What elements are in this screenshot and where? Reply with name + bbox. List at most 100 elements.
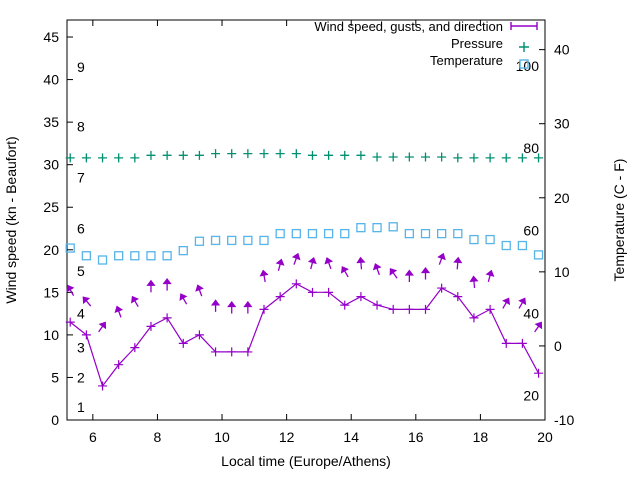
beaufort-label: 5 xyxy=(77,263,85,279)
temperature-marker xyxy=(356,223,366,233)
wind-speed-marker xyxy=(372,300,382,310)
gust-arrowhead xyxy=(502,297,511,306)
gust-arrowhead xyxy=(114,305,124,313)
fahrenheit-label: 40 xyxy=(523,305,539,321)
pressure-marker xyxy=(275,149,285,159)
pressure-marker xyxy=(65,153,75,163)
gust-arrowhead xyxy=(291,252,301,261)
x-axis-ticks: 6 8 10 12 14 16 18 20 xyxy=(89,20,553,445)
y2-tick-label: 20 xyxy=(554,190,570,206)
wind-speed-marker xyxy=(114,360,124,370)
temperature-marker xyxy=(501,240,511,251)
series-pressure xyxy=(65,149,544,163)
wind-speed-marker xyxy=(501,338,511,348)
gust-arrowhead xyxy=(131,295,139,304)
gust-arrowhead xyxy=(420,266,431,274)
legend-symbol-pressure xyxy=(519,42,529,52)
temperature-marker xyxy=(194,236,205,246)
temperature-marker xyxy=(243,235,253,246)
x-axis-title: Local time (Europe/Athens) xyxy=(221,453,391,469)
wind-speed-marker xyxy=(194,330,204,340)
beaufort-label: 8 xyxy=(77,118,85,134)
y-tick-label: 25 xyxy=(43,199,59,215)
y-tick-label: 40 xyxy=(43,72,59,88)
wind-speed-marker xyxy=(388,304,398,314)
temperature-marker xyxy=(97,255,108,265)
y2-tick-label: 10 xyxy=(554,264,570,280)
pressure-marker xyxy=(98,153,108,163)
legend-label-pressure: Pressure xyxy=(451,36,503,51)
temperature-marker xyxy=(162,251,172,261)
gust-arrowhead xyxy=(243,301,253,308)
temperature-marker xyxy=(81,251,92,261)
temperature-marker xyxy=(210,235,221,246)
temperature-marker xyxy=(65,243,75,253)
wind-speed-marker xyxy=(130,343,140,353)
pressure-marker xyxy=(485,153,495,163)
gust-arrowhead xyxy=(324,257,334,265)
wind-speed-marker xyxy=(324,287,334,297)
pressure-marker xyxy=(243,149,253,159)
legend-label-temperature: Temperature xyxy=(430,53,503,68)
beaufort-inner-labels: 1 2 3 4 5 6 7 8 9 xyxy=(77,59,85,415)
gust-arrowhead xyxy=(162,278,172,285)
pressure-marker xyxy=(146,150,156,160)
pressure-marker xyxy=(421,152,430,162)
y-tick-label: 20 xyxy=(43,242,59,258)
wind-speed-marker xyxy=(469,313,479,323)
gust-arrowhead xyxy=(307,256,317,265)
pressure-marker xyxy=(130,153,140,163)
gust-arrowhead xyxy=(195,284,204,292)
gust-arrowhead xyxy=(340,266,349,274)
pressure-marker xyxy=(307,150,317,160)
temperature-marker xyxy=(146,251,156,261)
temperature-marker xyxy=(469,234,479,245)
beaufort-label: 4 xyxy=(77,306,85,322)
gust-arrowhead xyxy=(66,284,75,293)
pressure-marker xyxy=(437,152,447,162)
pressure-marker xyxy=(404,152,414,162)
gust-arrowhead xyxy=(227,301,237,308)
gust-arrowhead xyxy=(518,297,527,306)
gust-arrowhead xyxy=(453,256,463,264)
temperature-marker xyxy=(453,228,463,239)
temperature-marker xyxy=(114,251,124,261)
beaufort-label: 7 xyxy=(77,169,85,185)
y-tick-label: 0 xyxy=(51,412,59,428)
series-wind-speed xyxy=(65,279,544,391)
y-tick-label: 45 xyxy=(43,29,59,45)
wind-speed-marker xyxy=(534,368,544,378)
temperature-marker xyxy=(227,235,237,246)
legend-label-wind: Wind speed, gusts, and direction xyxy=(314,19,503,34)
y-tick-label: 10 xyxy=(43,327,59,343)
wind-speed-marker xyxy=(178,338,188,348)
wind-speed-marker xyxy=(307,287,317,297)
gust-arrowhead xyxy=(259,269,269,277)
wind-speed-marker xyxy=(517,338,527,348)
wind-speed-marker xyxy=(243,347,253,357)
wind-speed-marker xyxy=(404,304,414,314)
x-tick-label: 12 xyxy=(279,429,295,445)
temperature-marker xyxy=(517,240,528,251)
y-tick-label: 30 xyxy=(43,157,59,173)
gust-arrowhead xyxy=(404,269,414,276)
pressure-marker xyxy=(227,149,237,159)
beaufort-label: 3 xyxy=(77,340,85,356)
x-tick-label: 6 xyxy=(89,429,97,445)
legend-symbol-temperature xyxy=(519,59,529,69)
pressure-marker xyxy=(114,153,124,163)
x-tick-label: 18 xyxy=(473,429,489,445)
gust-arrowhead xyxy=(179,293,188,301)
pressure-marker xyxy=(469,153,479,163)
x-tick-label: 10 xyxy=(214,429,230,445)
temperature-marker xyxy=(259,235,269,246)
y2-tick-label: 0 xyxy=(554,338,562,354)
temperature-marker xyxy=(533,250,544,260)
wind-speed-marker xyxy=(146,321,156,331)
y2-axis-title: Temperature (C - F) xyxy=(611,159,627,282)
y2-tick-label: -10 xyxy=(554,412,574,428)
legend-symbol-wind xyxy=(510,22,538,30)
temperature-marker xyxy=(340,228,350,239)
